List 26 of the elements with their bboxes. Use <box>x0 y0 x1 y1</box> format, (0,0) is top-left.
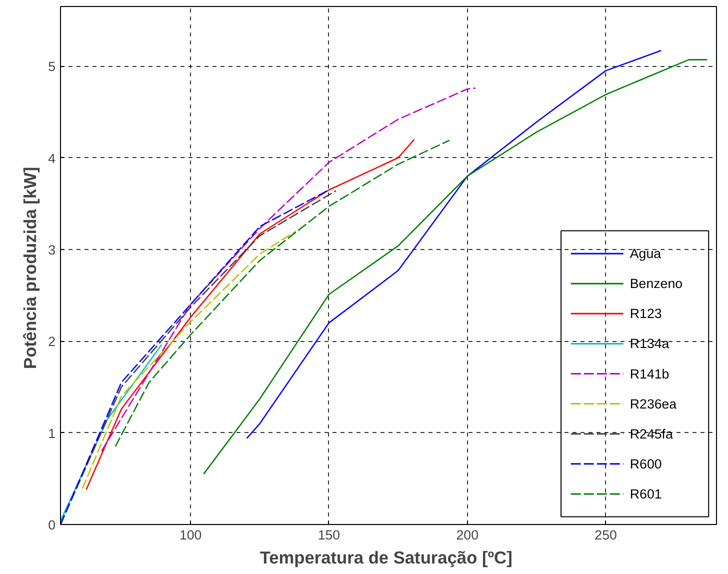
y-tick-label: 4 <box>48 150 56 166</box>
y-tick-label: 1 <box>48 426 56 441</box>
line-series <box>82 230 296 490</box>
legend-label: R601 <box>630 486 662 502</box>
legend-label: Benzeno <box>630 276 683 292</box>
y-tick-label: 0 <box>48 518 56 532</box>
legend-label: R141b <box>630 366 670 382</box>
legend-label: R600 <box>630 456 662 472</box>
legend-label: R123 <box>630 306 662 322</box>
x-axis-title: Temperatura de Saturação [ºC] <box>260 548 512 568</box>
x-tick-label: 250 <box>594 528 617 542</box>
legend-label: R236ea <box>630 396 678 412</box>
line-series <box>100 87 476 452</box>
y-tick-label: 5 <box>48 59 56 74</box>
line-series <box>202 59 708 475</box>
line-series <box>114 140 450 448</box>
x-tick-label: 200 <box>456 528 479 542</box>
x-tick-label: 100 <box>179 528 202 542</box>
y-tick-label: 3 <box>48 242 56 258</box>
line-series <box>86 138 415 490</box>
y-axis-title: Potência produzida [kW] <box>20 166 40 369</box>
x-tick-label: 150 <box>318 528 340 542</box>
y-tick-label: 2 <box>48 334 56 350</box>
legend-label: R134a <box>630 336 670 352</box>
legend-label: R245fa <box>630 426 674 442</box>
legend-label: Agua <box>630 246 662 262</box>
